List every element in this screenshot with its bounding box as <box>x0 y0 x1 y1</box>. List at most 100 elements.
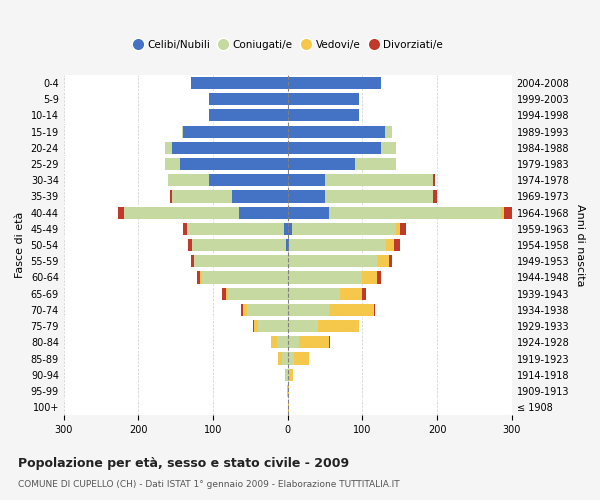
Bar <box>182 126 183 138</box>
Bar <box>192 239 286 251</box>
Bar <box>340 288 362 300</box>
Bar <box>433 174 435 186</box>
Bar <box>288 385 289 397</box>
Bar <box>292 223 396 235</box>
Bar <box>299 336 329 348</box>
Bar <box>209 93 288 105</box>
Bar <box>288 223 292 235</box>
Bar <box>232 190 288 202</box>
Bar <box>194 255 288 268</box>
Bar <box>197 272 200 283</box>
Bar <box>288 352 294 364</box>
Y-axis label: Fasce di età: Fasce di età <box>15 212 25 278</box>
Bar <box>377 255 389 268</box>
Bar <box>288 190 325 202</box>
Bar <box>247 304 288 316</box>
Bar <box>118 206 124 218</box>
Bar <box>505 206 512 218</box>
Bar <box>289 239 386 251</box>
Bar <box>500 206 505 218</box>
Bar <box>317 320 359 332</box>
Bar <box>288 93 359 105</box>
Bar <box>124 206 239 218</box>
Bar <box>179 158 288 170</box>
Bar <box>187 223 284 235</box>
Bar <box>241 304 243 316</box>
Bar <box>253 320 254 332</box>
Bar <box>386 239 394 251</box>
Bar <box>226 288 228 300</box>
Bar <box>329 304 374 316</box>
Text: COMUNE DI CUPELLO (CH) - Dati ISTAT 1° gennaio 2009 - Elaborazione TUTTITALIA.IT: COMUNE DI CUPELLO (CH) - Dati ISTAT 1° g… <box>18 480 400 489</box>
Bar <box>285 368 286 381</box>
Bar <box>381 142 396 154</box>
Bar <box>202 272 288 283</box>
Bar <box>329 206 500 218</box>
Bar <box>325 174 433 186</box>
Bar <box>170 190 172 202</box>
Legend: Celibi/Nubili, Coniugati/e, Vedovi/e, Divorziati/e: Celibi/Nubili, Coniugati/e, Vedovi/e, Di… <box>128 36 448 54</box>
Bar <box>374 304 375 316</box>
Bar <box>284 223 288 235</box>
Bar <box>172 142 288 154</box>
Bar <box>183 126 288 138</box>
Bar <box>288 304 329 316</box>
Bar <box>325 190 433 202</box>
Bar <box>385 126 392 138</box>
Bar <box>288 77 381 89</box>
Text: Maschi: Maschi <box>0 499 1 500</box>
Y-axis label: Anni di nascita: Anni di nascita <box>575 204 585 286</box>
Bar <box>200 272 202 283</box>
Bar <box>355 158 396 170</box>
Bar <box>294 352 309 364</box>
Bar <box>286 368 288 381</box>
Bar <box>288 320 317 332</box>
Bar <box>282 352 288 364</box>
Bar <box>209 110 288 122</box>
Bar <box>389 255 392 268</box>
Bar <box>164 142 172 154</box>
Bar <box>288 126 385 138</box>
Bar <box>188 239 192 251</box>
Bar <box>288 288 340 300</box>
Bar <box>288 368 289 381</box>
Bar <box>169 174 209 186</box>
Bar <box>243 304 247 316</box>
Bar <box>288 206 329 218</box>
Bar <box>288 174 325 186</box>
Bar <box>362 288 366 300</box>
Bar <box>396 223 400 235</box>
Bar <box>288 158 355 170</box>
Bar <box>288 110 359 122</box>
Text: Femmine: Femmine <box>0 499 1 500</box>
Bar <box>433 190 437 202</box>
Bar <box>377 272 381 283</box>
Bar <box>288 239 289 251</box>
Bar <box>288 336 299 348</box>
Bar <box>271 336 277 348</box>
Text: Popolazione per età, sesso e stato civile - 2009: Popolazione per età, sesso e stato civil… <box>18 458 349 470</box>
Bar <box>172 190 232 202</box>
Bar <box>278 352 282 364</box>
Bar <box>288 401 289 413</box>
Bar <box>277 336 288 348</box>
Bar <box>400 223 406 235</box>
Bar <box>239 206 288 218</box>
Bar <box>258 320 288 332</box>
Bar <box>191 255 194 268</box>
Bar <box>287 385 288 397</box>
Bar <box>288 255 377 268</box>
Bar <box>394 239 400 251</box>
Bar <box>289 368 293 381</box>
Bar <box>228 288 288 300</box>
Bar <box>362 272 377 283</box>
Bar <box>183 223 187 235</box>
Bar <box>286 239 288 251</box>
Bar <box>191 77 288 89</box>
Bar <box>209 174 288 186</box>
Bar <box>164 158 179 170</box>
Bar <box>288 272 362 283</box>
Bar <box>288 142 381 154</box>
Bar <box>222 288 226 300</box>
Bar <box>254 320 258 332</box>
